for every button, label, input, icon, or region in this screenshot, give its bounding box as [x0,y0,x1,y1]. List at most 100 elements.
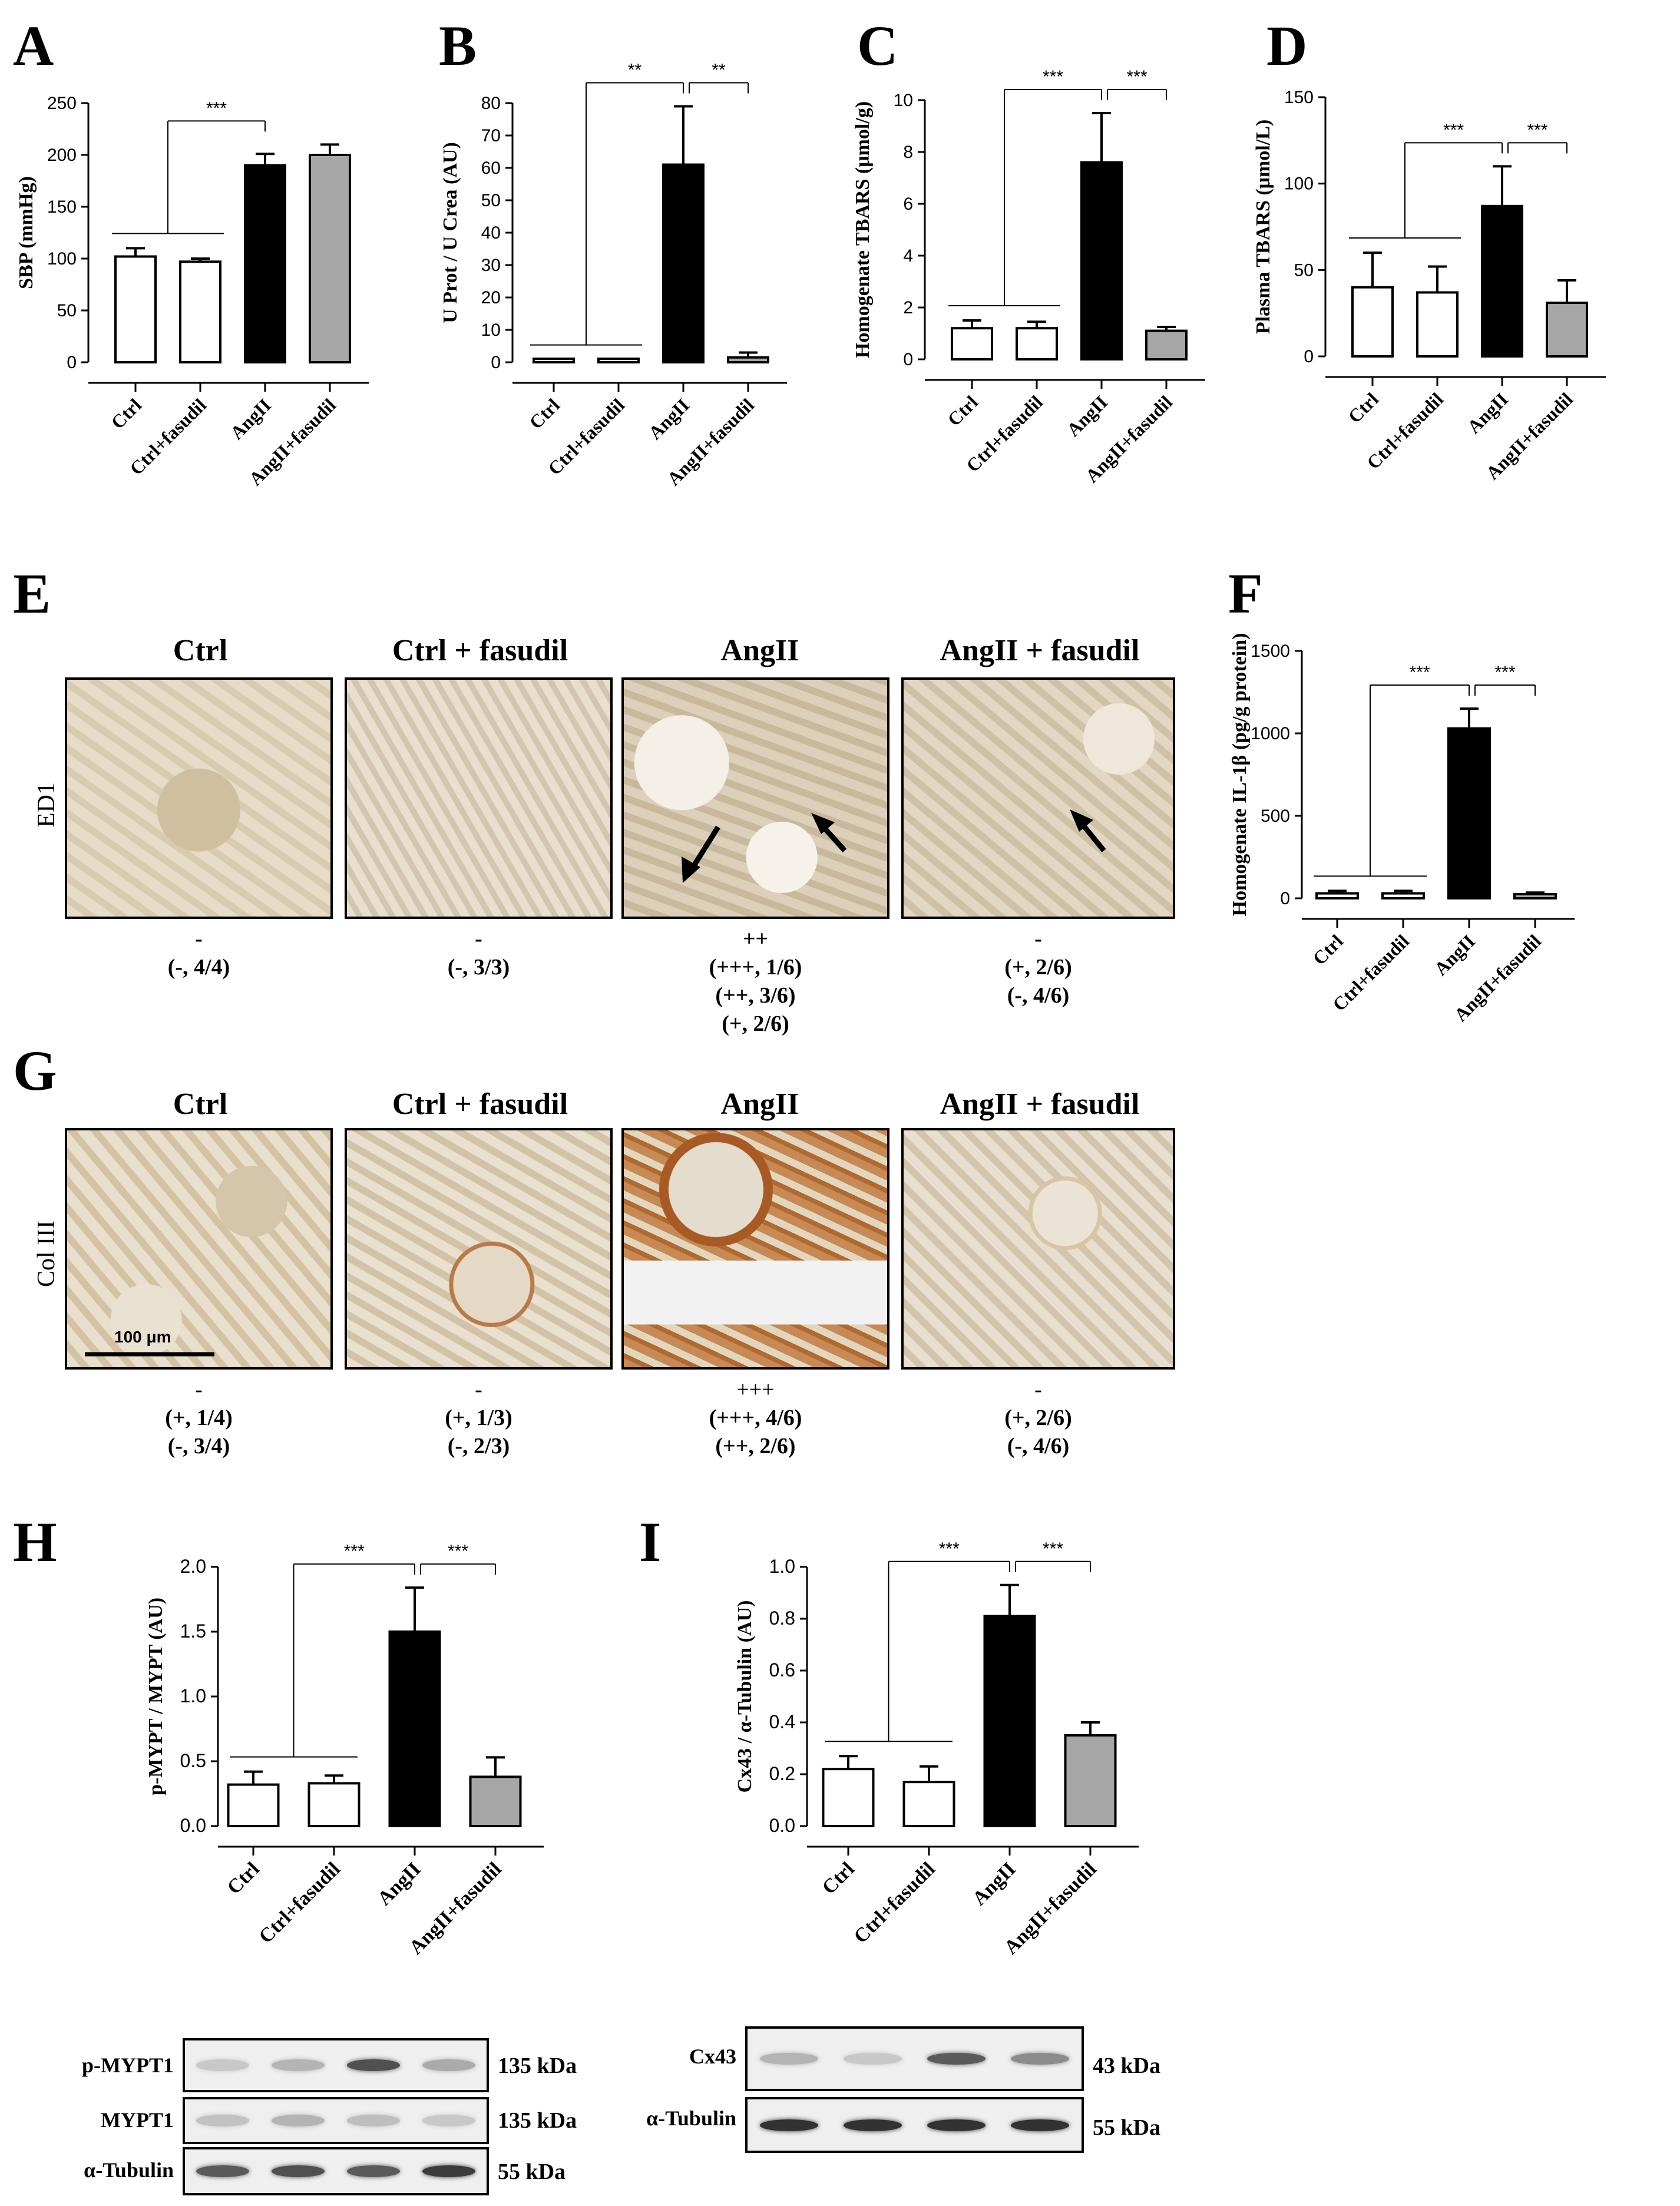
y-axis-label: p-MYPT / MYPT (AU) [145,1598,167,1795]
blot-tubulin-h [183,2147,489,2195]
sig-label: *** [939,1539,960,1559]
x-tick-label: AngII [644,394,693,443]
bar [179,260,221,363]
micrograph-col3-angii-fasudil [901,1128,1175,1370]
bar [1447,727,1491,899]
blot-kda-cx43: 43 kDa [1093,2053,1161,2078]
bar [662,163,705,363]
micrograph-ed1-angii [621,677,889,919]
sig-label: *** [344,1542,365,1561]
bar [1145,329,1188,361]
y-tick-label: 1.5 [180,1620,206,1642]
micro-title-angii-e: AngII [720,634,799,667]
y-tick-label: 0 [903,350,913,369]
sig-label: *** [1043,67,1063,87]
bar [951,327,993,361]
blot-band [347,2115,400,2126]
score-line: (+++, 4/6) [709,1405,802,1430]
arrow-icon [1070,809,1106,852]
blot-kda-p-mypt1: 135 kDa [498,2053,577,2078]
bar [244,164,286,363]
x-tick-label: Ctrl [943,391,982,430]
x-tick-label: Ctrl [1308,930,1347,969]
x-tick-label: AngII [1430,930,1479,979]
blot-p-mypt1 [183,2038,489,2092]
blot-label-mypt1: MYPT1 [101,2108,174,2132]
panel-label-b: B [439,14,477,77]
score-main: - [195,1377,203,1402]
bar [727,356,769,363]
score-line: (-, 4/4) [167,955,230,980]
bar [1080,161,1123,360]
score-main: - [1034,927,1042,951]
sig-label: *** [1043,1539,1063,1559]
sig-label: ** [628,61,642,80]
y-tick-label: 1500 [1251,641,1290,661]
blot-mypt1 [183,2097,489,2144]
bar [533,358,575,363]
bar-chart-pmypt: 0.0 0.5 1.0 1.5 2.0 p-MYPT / MYPT (AU) CtrlCtr… [145,1542,544,1959]
blot-tubulin-i [745,2097,1084,2153]
bar [1513,893,1557,899]
bar [1351,286,1394,358]
score-line: (-, 3/4) [167,1434,230,1458]
blot-label-tubulin-i: α-Tubulin [646,2106,736,2130]
y-tick-label: 0 [1280,889,1290,908]
score-line: (-, 2/3) [447,1434,510,1458]
sig-label: *** [1409,663,1430,682]
blot-band [347,2059,400,2071]
score-line: (-, 4/6) [1007,983,1070,1008]
blot-band [760,2119,819,2131]
y-tick-label: 80 [481,94,501,113]
y-tick-label: 0.6 [769,1659,795,1681]
bar [1315,892,1359,900]
y-axis-label: U Prot / U Crea (AU) [439,142,461,323]
blot-label-p-mypt1: p-MYPT1 [82,2053,174,2077]
score-line: (++, 3/6) [715,983,796,1008]
x-tick-label: Ctrl+fasudil [255,1858,345,1947]
bar [1416,291,1459,358]
blot-band [422,2059,475,2071]
y-tick-label: 50 [481,191,501,210]
blot-band [196,2165,249,2177]
micro-title-ctrl-g: Ctrl [173,1087,228,1121]
bar [1064,1734,1117,1827]
y-tick-label: 30 [481,256,501,275]
bar [1481,204,1523,358]
panel-label-h: H [13,1510,57,1573]
blot-band [927,2119,985,2131]
y-tick-label: 40 [481,223,501,243]
blot-cx43 [745,2026,1084,2091]
x-tick-label: Ctrl [525,394,564,433]
blot-band [196,2115,249,2126]
blot-band [347,2165,400,2177]
blot-band [844,2119,902,2131]
x-tick-label: AngII [1463,388,1512,437]
score-col3-angii: +++ (+++, 4/6) (++, 2/6) [621,1375,889,1460]
y-tick-label: 150 [47,197,77,217]
panel-label-g: G [13,1039,57,1102]
micrograph-ed1-ctrl [65,677,333,919]
y-axis-label: Homogenate TBARS (μmol/g) [852,101,874,358]
sig-label: *** [1527,120,1547,140]
y-axis-label: Plasma TBARS (μmol/L) [1252,120,1274,334]
blot-band [272,2165,325,2177]
x-tick-label: AngII [1063,391,1112,440]
score-ed1-ctrl-fasudil: - (-, 3/3) [345,925,613,981]
blot-band [272,2059,325,2071]
y-tick-label: 6 [903,194,913,214]
score-main: - [475,927,482,951]
x-tick-label: AngII [968,1858,1020,1910]
y-axis-label: Homogenate IL-1β (pg/g protein) [1229,633,1251,917]
bar [388,1630,441,1827]
blot-label-tubulin-h: α-Tubulin [84,2158,174,2182]
score-main: - [1034,1377,1042,1402]
y-tick-label: 0.5 [180,1750,206,1771]
bar-chart-cx43: 0.0 0.2 0.4 0.6 0.8 1.0 Cx43 / α-Tubulin (AU) C… [734,1539,1139,1959]
sig-label: *** [1443,120,1464,140]
score-line: (+, 1/4) [165,1405,233,1430]
score-line: (+++, 1/6) [709,955,802,980]
